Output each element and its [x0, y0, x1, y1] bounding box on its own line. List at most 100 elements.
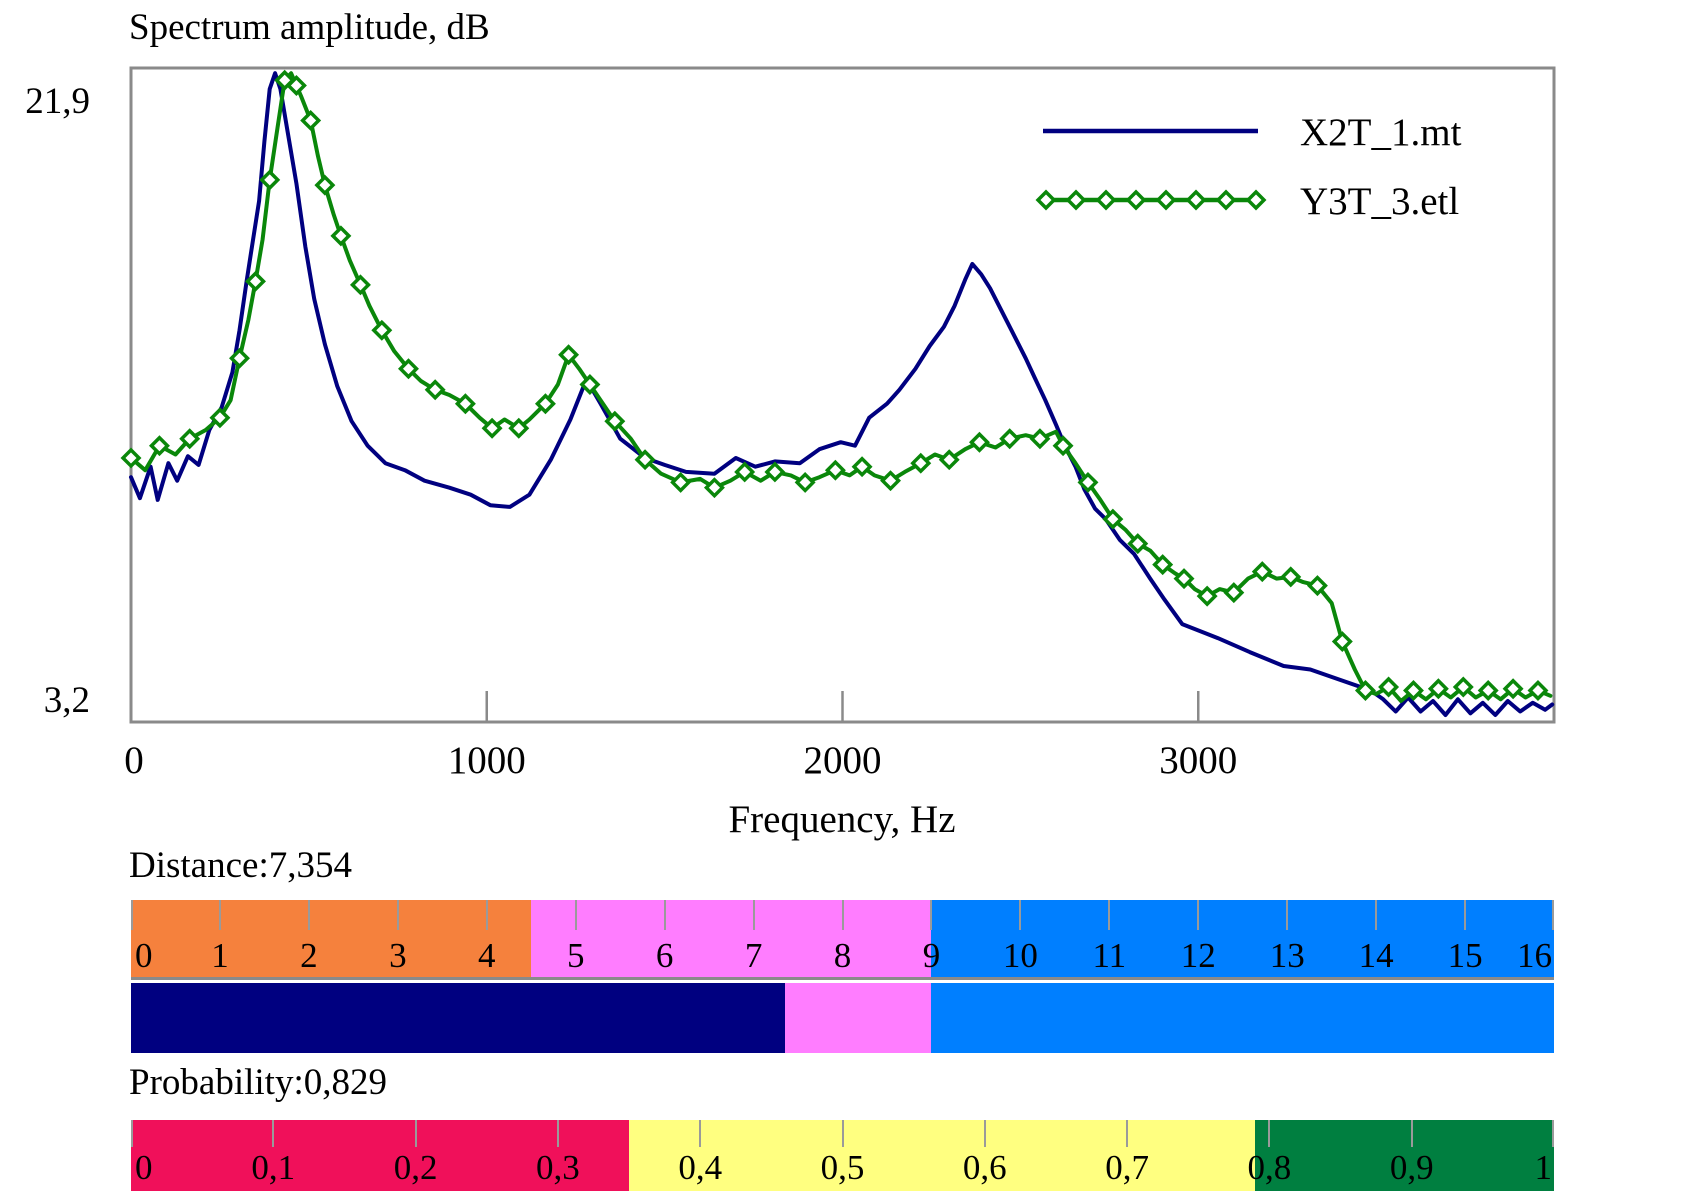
- diamond-marker-icon: [1331, 631, 1353, 653]
- diamond-marker-icon: [1306, 575, 1328, 597]
- legend-diamond-icon: [1065, 189, 1087, 211]
- scale-tick: [1126, 1120, 1129, 1147]
- diamond-marker-icon: [229, 347, 250, 369]
- scale-tick: [1410, 1120, 1413, 1147]
- scale-tick: [1375, 900, 1378, 930]
- scale-tick-label: 0,7: [1105, 1148, 1149, 1187]
- scale-tick: [574, 900, 577, 930]
- diamond-marker-icon: [1378, 676, 1400, 698]
- diamond-marker-icon: [245, 270, 266, 292]
- diamond-marker-icon: [1502, 678, 1524, 700]
- diamond-marker-icon: [259, 169, 281, 191]
- diamond-marker-icon: [1127, 533, 1149, 555]
- scale-tick-label: 0,8: [1247, 1148, 1292, 1187]
- diamond-marker-icon: [371, 319, 393, 341]
- diamond-marker-icon: [481, 417, 503, 439]
- diamond-marker-icon: [179, 428, 201, 450]
- scale-tick-label: 14: [1358, 936, 1394, 975]
- diamond-marker-icon: [1452, 676, 1474, 698]
- scale-tick-label: 4: [478, 936, 496, 975]
- scale-tick: [699, 1120, 702, 1147]
- scale-segment: [531, 900, 932, 977]
- probability-value-label: Probability:0,829: [129, 1062, 387, 1103]
- series-markers-1: [120, 69, 1549, 701]
- scale-tick: [752, 900, 755, 930]
- x-axis-title: Frequency, Hz: [728, 798, 956, 841]
- legend-label: X2T_1.mt: [1300, 111, 1462, 154]
- scale-tick-label: 0,2: [393, 1148, 438, 1187]
- y-axis-max-label: 21,9: [25, 81, 90, 122]
- scale-tick-label: 9: [922, 936, 941, 975]
- diamond-marker-icon: [1223, 582, 1245, 604]
- legend-diamond-icon: [1185, 189, 1207, 211]
- diamond-marker-icon: [1077, 471, 1099, 493]
- series-line-x2t-1-mt: [129, 71, 1555, 717]
- chart-title: Spectrum amplitude, dB: [129, 7, 490, 48]
- diamond-marker-icon: [120, 447, 142, 469]
- scale-tick: [841, 1120, 844, 1147]
- distance-indicator-bar: [131, 983, 1554, 1053]
- distance-scale-bar: 0 1 2 3 4 5 6 7 8 9 10 11 12 13 14 15 16: [131, 900, 1554, 980]
- scale-tick-label: 2: [300, 936, 318, 975]
- scale-tick: [1286, 900, 1289, 930]
- scale-tick: [414, 1120, 417, 1147]
- diamond-marker-icon: [285, 75, 307, 96]
- diamond-marker-icon: [558, 344, 580, 366]
- scale-tick: [556, 1120, 559, 1147]
- diamond-marker-icon: [1173, 568, 1195, 590]
- diamond-marker-icon: [764, 461, 786, 483]
- scale-tick: [841, 900, 844, 930]
- scale-tick-label: 0,6: [962, 1148, 1007, 1187]
- diamond-marker-icon: [734, 461, 756, 483]
- diamond-marker-icon: [1152, 554, 1174, 576]
- diamond-marker-icon: [938, 449, 960, 471]
- scale-tick-label: 10: [1002, 936, 1038, 975]
- y-axis-min-label: 3,2: [43, 680, 90, 721]
- diamond-marker-icon: [968, 431, 990, 453]
- series-line-y3t-3-etl: [129, 71, 1553, 703]
- diamond-marker-icon: [1280, 566, 1302, 588]
- diamond-marker-icon: [1102, 508, 1124, 530]
- scale-tick-label: 1: [1534, 1148, 1553, 1187]
- scale-tick: [1197, 900, 1200, 930]
- scale-tick: [131, 900, 133, 930]
- scale-tick-label: 0: [135, 1148, 153, 1187]
- diamond-marker-icon: [300, 109, 322, 131]
- scale-tick: [1019, 900, 1022, 930]
- scale-tick: [218, 900, 221, 930]
- scale-tick: [131, 1120, 133, 1147]
- scale-segment: [785, 983, 932, 1053]
- scale-tick-label: 11: [1092, 936, 1127, 975]
- scale-segment: [931, 983, 1554, 1053]
- spectrum-chart: X2T_1.mt Y3T_3.etl: [120, 66, 1556, 724]
- diamond-marker-icon: [398, 358, 419, 380]
- scale-tick-label: 1: [211, 936, 229, 975]
- x-axis-tick-label: 1000: [447, 739, 526, 782]
- diamond-marker-icon: [579, 374, 601, 395]
- diamond-marker-icon: [508, 417, 530, 439]
- diamond-marker-icon: [314, 174, 336, 196]
- probability-scale-bar: 0 0,1 0,2 0,3 0,4 0,5 0,6 0,7 0,8 0,9 1: [131, 1120, 1554, 1191]
- scale-segment: [131, 1120, 630, 1191]
- diamond-marker-icon: [880, 470, 902, 492]
- scale-tick-label: 12: [1180, 936, 1216, 975]
- x-axis-tick-label: 0: [124, 739, 144, 782]
- diamond-marker-icon: [910, 452, 932, 474]
- diamond-marker-icon: [824, 459, 846, 481]
- diamond-marker-icon: [209, 407, 231, 429]
- scale-tick: [485, 900, 488, 930]
- x-axis-tick-label: 3000: [1159, 739, 1238, 782]
- scale-tick-label: 0,4: [678, 1148, 723, 1187]
- scale-tick-label: 6: [655, 936, 674, 975]
- distance-value-label: Distance:7,354: [129, 845, 352, 886]
- legend-diamond-icon: [1155, 189, 1177, 211]
- legend-diamond-icon: [1245, 189, 1267, 211]
- scale-tick-label: 8: [833, 936, 852, 975]
- diamond-marker-icon: [1403, 680, 1424, 701]
- legend-diamond-icon: [1125, 189, 1147, 211]
- scale-tick: [663, 900, 666, 930]
- diamond-marker-icon: [670, 471, 692, 493]
- scale-segment: [931, 900, 1554, 977]
- legend-diamond-icon: [1035, 189, 1057, 211]
